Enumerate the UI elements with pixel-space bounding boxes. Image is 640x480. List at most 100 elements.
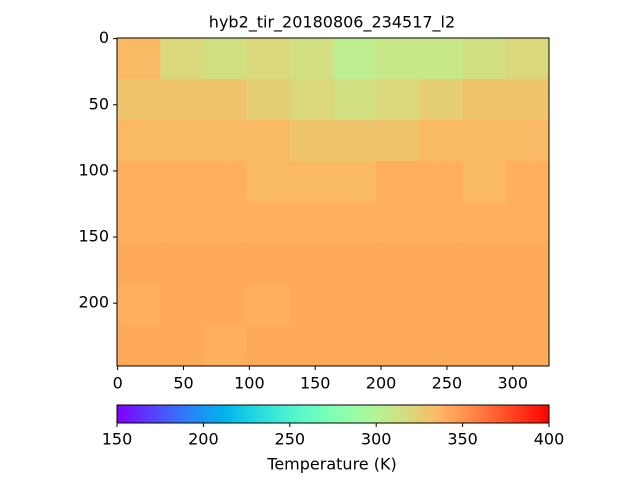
heatmap-cell	[160, 325, 204, 367]
heatmap-cell	[117, 120, 161, 162]
heatmap-cell	[333, 202, 377, 244]
heatmap-cell	[289, 38, 334, 80]
heatmap-cell	[160, 79, 204, 121]
heatmap-cell	[333, 120, 377, 162]
heatmap-cell	[117, 161, 161, 203]
x-tick-label: 50	[173, 374, 193, 393]
heatmap-cell	[419, 202, 464, 244]
heatmap-cell	[419, 325, 464, 367]
axes-frame	[116, 37, 550, 367]
colorbar-tick-label: 400	[534, 430, 565, 449]
heatmap-cell	[160, 202, 204, 244]
heatmap-cell	[289, 79, 334, 121]
heatmap-cell	[462, 284, 507, 326]
heatmap-cell	[246, 325, 291, 367]
heatmap-cell	[462, 325, 507, 367]
heatmap-cell	[376, 38, 420, 80]
y-tick-label: 50	[89, 94, 109, 113]
heatmap-cell	[160, 243, 204, 285]
heatmap-cell	[203, 120, 248, 162]
colorbar-tick-label: 300	[361, 430, 392, 449]
heatmap-cell	[333, 284, 377, 326]
heatmap-cell	[246, 79, 291, 121]
heatmap-cell	[160, 284, 204, 326]
x-tick-label: 150	[300, 374, 331, 393]
heatmap-cell	[505, 79, 550, 121]
heatmap-cell	[117, 243, 161, 285]
heatmap-cell	[289, 325, 334, 367]
x-tick-label: 100	[234, 374, 265, 393]
heatmap-cell	[333, 161, 377, 203]
heatmap-cell	[117, 202, 161, 244]
heatmap-cell	[419, 243, 464, 285]
heatmap-cell	[246, 161, 291, 203]
heatmap-cell	[505, 243, 550, 285]
heatmap-cell	[289, 161, 334, 203]
heatmap-cell	[505, 284, 550, 326]
heatmap-cell	[246, 284, 291, 326]
heatmap-cell	[160, 120, 204, 162]
x-tick-label: 250	[432, 374, 463, 393]
x-tick-label: 200	[366, 374, 397, 393]
heatmap-cell	[203, 79, 248, 121]
heatmap-cell	[419, 38, 464, 80]
heatmap-cell	[333, 325, 377, 367]
chart-title: hyb2_tir_20180806_234517_l2	[209, 13, 455, 33]
heatmap-cell	[333, 38, 377, 80]
heatmap-cell	[203, 38, 248, 80]
heatmap-cell	[203, 284, 248, 326]
heatmap-cell	[160, 161, 204, 203]
heatmap-cell	[376, 161, 420, 203]
heatmap-cell	[289, 284, 334, 326]
heatmap-cell	[462, 161, 507, 203]
heatmap-cell	[246, 38, 291, 80]
y-tick-label: 150	[78, 227, 109, 246]
heatmap-cell	[505, 120, 550, 162]
heatmap-cell	[462, 79, 507, 121]
heatmap-cell	[376, 284, 420, 326]
heatmap-cell	[505, 161, 550, 203]
y-tick-label: 0	[99, 28, 109, 47]
heatmap-cell	[289, 120, 334, 162]
heatmap-cell	[117, 79, 161, 121]
heatmap-cell	[160, 38, 204, 80]
heatmap-cell	[203, 243, 248, 285]
heatmap-cell	[419, 284, 464, 326]
heatmap-cell	[246, 120, 291, 162]
heatmap-cell	[462, 202, 507, 244]
heatmap-cell	[117, 38, 161, 80]
y-tick-label: 200	[78, 293, 109, 312]
heatmap-cell	[376, 202, 420, 244]
heatmap-cell	[462, 38, 507, 80]
heatmap-cell	[203, 202, 248, 244]
heatmap-cell	[246, 243, 291, 285]
colorbar-label: Temperature (K)	[266, 455, 396, 474]
heatmap-cell	[419, 79, 464, 121]
x-tick-label: 0	[113, 374, 123, 393]
colorbar	[116, 404, 550, 424]
heatmap-cell	[203, 325, 248, 367]
y-tick-label: 100	[78, 160, 109, 179]
heatmap-cell	[505, 38, 550, 80]
heatmap-cell	[117, 284, 161, 326]
heatmap-cell	[117, 325, 161, 367]
heatmap-cell	[333, 243, 377, 285]
heatmap-cell	[376, 120, 420, 162]
colorbar-tick-label: 250	[275, 430, 306, 449]
colorbar-tick-label: 150	[102, 430, 133, 449]
heatmap-cell	[376, 243, 420, 285]
heatmap-cell	[289, 202, 334, 244]
heatmap-cell	[505, 202, 550, 244]
x-tick-label: 300	[498, 374, 529, 393]
heatmap-cell	[419, 161, 464, 203]
heatmap-cell	[333, 79, 377, 121]
colorbar-tick-label: 200	[188, 430, 219, 449]
heatmap-cell	[289, 243, 334, 285]
heatmap-cell	[376, 325, 420, 367]
heatmap-cell	[419, 120, 464, 162]
heatmap-cell	[246, 202, 291, 244]
heatmap-cell	[462, 120, 507, 162]
colorbar-tick-label: 350	[447, 430, 478, 449]
